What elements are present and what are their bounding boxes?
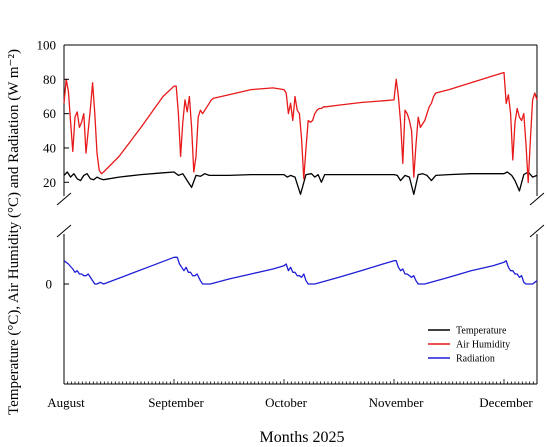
x-axis-label: Months 2025 xyxy=(260,429,345,446)
series-line-temperature xyxy=(63,171,538,195)
series-line-air-humidity xyxy=(63,71,538,183)
y-tick-label-lower: 0 xyxy=(46,277,53,292)
axis-break-left-lower xyxy=(56,224,72,238)
x-tick-label-october: October xyxy=(265,395,308,410)
x-tick-label-august: August xyxy=(47,395,85,410)
y-tick-label-upper: 80 xyxy=(43,72,56,87)
axis-break-left-upper xyxy=(56,192,72,206)
series-layer xyxy=(63,71,538,285)
x-tick-label-september: September xyxy=(148,395,204,410)
y-tick-label-upper: 40 xyxy=(43,140,56,155)
legend-label-air-humidity: Air Humidity xyxy=(456,340,510,351)
y-tick-label-upper: 60 xyxy=(43,106,56,121)
plot-frame xyxy=(56,44,545,385)
series-line-radiation xyxy=(63,256,538,285)
axis-break-right-lower xyxy=(529,224,545,238)
legend-label-radiation: Radiation xyxy=(456,354,495,365)
y-tick-label-upper: 20 xyxy=(43,175,56,190)
axis-break-right-upper xyxy=(529,192,545,206)
y-tick-label-upper: 100 xyxy=(37,38,57,53)
axis-layer: 20 40 60 80 100 0 August September October Novemb… xyxy=(37,38,538,410)
legend: Temperature Air Humidity Radiation xyxy=(428,326,510,365)
y-axis-label: Temperature (°C), Air Humidity (°C) and … xyxy=(6,49,22,415)
legend-label-temperature: Temperature xyxy=(456,326,507,337)
x-tick-label-december: December xyxy=(479,395,533,410)
x-tick-label-november: November xyxy=(369,395,425,410)
